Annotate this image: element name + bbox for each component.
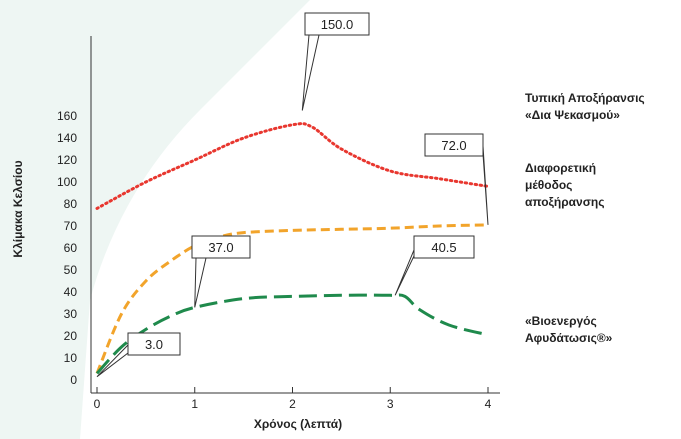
y-tick-label: 160	[57, 109, 77, 123]
y-tick-label: 140	[57, 131, 77, 145]
callout-pointer	[194, 257, 207, 308]
series-legend: Τυπική Αποξήρανσις «Δια Ψεκασμού» Διαφορετ…	[525, 91, 645, 345]
x-axis-ticks: 0 1 2 3 4	[94, 387, 492, 411]
callout-value: 72.0	[441, 138, 466, 153]
y-tick-label: 50	[64, 263, 78, 277]
legend-label-3: «Βιοενεργός Αφυδάτωσις®»	[525, 314, 613, 345]
callout-pointer	[96, 343, 129, 378]
callout-value: 3.0	[145, 337, 163, 352]
callout-box	[413, 235, 475, 259]
y-tick-label: 20	[64, 329, 78, 343]
callout-5: 3.0	[96, 332, 181, 378]
x-tick-label: 3	[387, 397, 394, 411]
y-tick-label: 0	[70, 373, 77, 387]
callout-2: 72.0	[424, 133, 489, 225]
callout-value: 150.0	[321, 17, 354, 32]
callout-box	[424, 133, 484, 157]
x-axis-title: Χρόνος (λεπτά)	[254, 417, 342, 431]
y-tick-label: 40	[64, 285, 78, 299]
callout-3: 37.0	[191, 235, 251, 308]
series-line-3	[95, 293, 489, 375]
y-tick-label: 100	[57, 175, 77, 189]
legend-label-1: Τυπική Αποξήρανσις «Δια Ψεκασμού»	[525, 91, 645, 122]
y-axis-title: Κλίμακα Κελσίου	[11, 160, 25, 257]
callout-value: 37.0	[208, 240, 233, 255]
y-axis-ticks: 0 10 20 30 40 50 60 70 80 100 120 140 160	[57, 109, 77, 387]
y-tick-label: 120	[57, 153, 77, 167]
x-tick-label: 1	[191, 397, 198, 411]
y-tick-label: 80	[64, 197, 78, 211]
y-tick-label: 30	[64, 307, 78, 321]
y-tick-label: 70	[64, 219, 78, 233]
series-line-2	[95, 223, 489, 374]
callout-pointer	[301, 34, 320, 111]
series-lines	[95, 122, 490, 375]
series-line-1	[95, 122, 490, 210]
x-tick-label: 4	[485, 397, 492, 411]
callout-1: 150.0	[301, 12, 370, 111]
axes	[90, 36, 500, 394]
legend-label-2: Διαφορετική μέθοδος αποξήρανσης	[525, 161, 605, 209]
value-callouts: 150.0 72.0 37.0 40.5 3.0	[96, 12, 489, 378]
callout-box	[191, 235, 251, 259]
x-tick-label: 0	[94, 397, 101, 411]
callout-4: 40.5	[394, 235, 475, 296]
y-tick-label: 10	[64, 351, 78, 365]
x-tick-label: 2	[289, 397, 296, 411]
callout-value: 40.5	[431, 240, 456, 255]
callout-pointer	[394, 249, 415, 296]
callout-box	[127, 332, 181, 356]
y-tick-label: 60	[64, 241, 78, 255]
callout-box	[304, 12, 370, 36]
